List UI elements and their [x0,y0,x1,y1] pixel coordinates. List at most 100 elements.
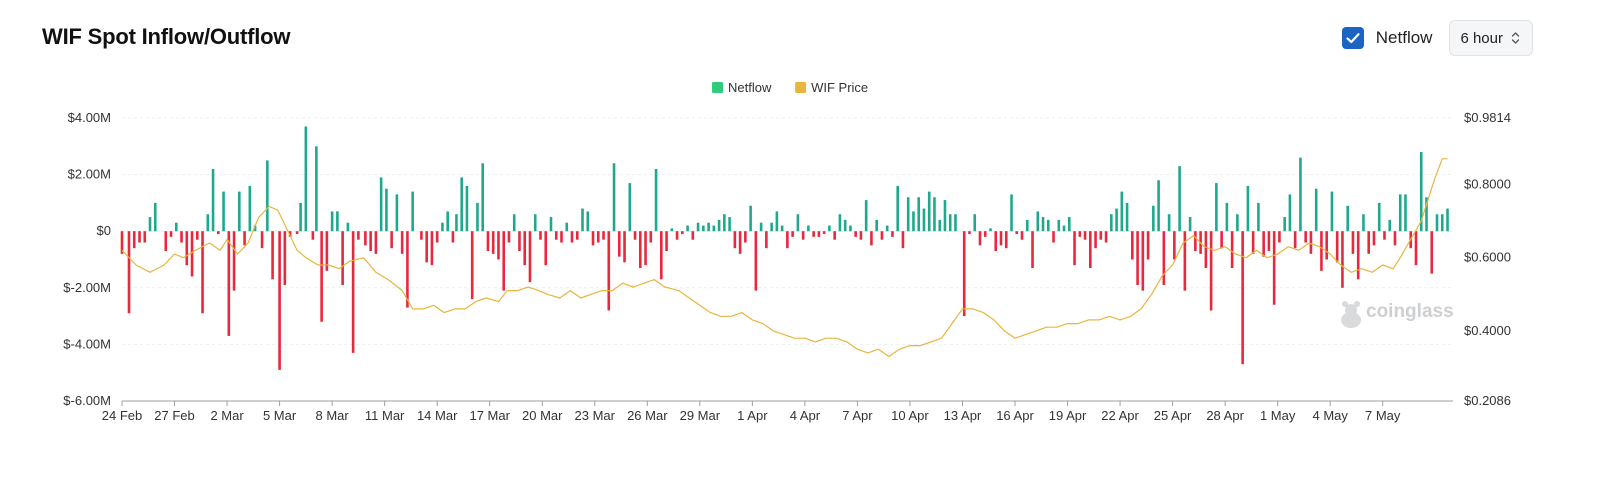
outflow-bar [1341,231,1344,288]
outflow-bar [1383,231,1386,240]
inflow-bar [441,222,444,232]
outflow-bar [1131,231,1134,260]
inflow-bar [1419,151,1423,232]
outflow-bar [786,231,789,249]
outflow-bar [602,231,605,240]
outflow-bar [507,231,511,243]
x-tick-label: 19 Apr [1049,408,1087,423]
inflow-bar [917,197,921,232]
y-axis-left: $4.00M $2.00M $0 $-2.00M $-4.00M $-6.00M [63,110,111,408]
inflow-bar [304,126,308,232]
outflow-bar [880,231,884,240]
inflow-bar [849,225,852,232]
outflow-bar [539,231,542,240]
inflow-bar [1377,202,1381,232]
inflow-bar [807,225,810,232]
outflow-bar [607,231,611,311]
x-tick-label: 10 Apr [891,408,929,423]
outflow-bar [400,231,404,254]
outflow-bar [1267,231,1271,252]
outflow-bar [1309,231,1313,254]
x-tick-label: 25 Apr [1154,408,1192,423]
outflow-bar [143,231,147,243]
price-line [121,158,1448,358]
outflow-bar [169,231,173,237]
outflow-bar [528,231,532,283]
outflow-bar [560,231,563,243]
inflow-bar [712,225,716,232]
outflow-bar [243,231,246,246]
inflow-bar [1041,217,1045,232]
inflow-bar [330,211,334,232]
inflow-bar [1110,214,1113,232]
outflow-bar [644,231,647,266]
inflow-bar [238,191,241,232]
inflow-bar [759,222,763,232]
inflow-bar [717,219,721,232]
outflow-bar [994,231,998,252]
coinglass-logo-icon [1341,301,1361,328]
chart-controls: Netflow 6 hour [1341,20,1533,56]
inflow-bar [707,222,710,232]
inflow-bar [1283,217,1286,232]
inflow-bar [1425,197,1428,232]
inflow-bar [460,177,463,232]
outflow-bar [190,231,194,277]
outflow-bar [518,231,521,252]
inflow-bar [1257,202,1260,232]
checkbox-checked-icon[interactable] [1341,27,1364,49]
x-tick-label: 13 Apr [944,408,982,423]
interval-select[interactable]: 6 hour [1449,20,1533,56]
inflow-bar [954,214,957,232]
inflow-bar [1157,180,1160,232]
inflow-bar [780,225,784,232]
inflow-bar [1236,214,1239,232]
inflow-bar [896,185,899,232]
outflow-bar [1293,231,1297,249]
inflow-bar [1388,219,1392,232]
inflow-bar [1314,188,1318,232]
x-tick-label: 27 Feb [154,408,194,423]
interval-select-value: 6 hour [1460,29,1503,47]
outflow-bar [854,231,857,237]
watermark-text: coinglass [1366,301,1454,322]
outflow-bar [138,231,141,243]
outflow-bar [1020,231,1024,240]
netflow-bars [120,126,1449,370]
outflow-bar [320,231,323,322]
outflow-bar [295,231,299,235]
netflow-toggle[interactable]: Netflow [1341,27,1432,49]
outflow-bar [127,231,131,314]
outflow-bar [278,231,281,370]
inflow-bar [922,208,926,232]
inflow-bar [1120,191,1124,232]
inflow-bar [1446,208,1449,232]
outflow-bar [1104,231,1108,243]
y-right-tick-label: $0.2086 [1464,393,1511,408]
outflow-bar [978,231,982,246]
inflow-bar [1215,183,1218,232]
x-tick-label: 26 Mar [627,408,668,423]
outflow-bar [288,231,292,237]
outflow-bar [357,231,360,240]
outflow-bar [1430,231,1434,274]
inflow-bar [299,202,302,232]
x-tick-label: 16 Apr [996,408,1034,423]
outflow-bar [486,231,490,252]
outflow-bar [999,231,1003,246]
inflow-bar [1125,202,1129,232]
inflow-bar [770,222,773,232]
inflow-bar [248,185,252,232]
x-tick-label: 2 Mar [210,408,244,423]
outflow-bar [311,231,315,240]
inflow-bar [385,188,388,232]
y-axis-right: $0.9814 $0.8000 $0.6000 $0.4000 $0.2086 [1464,110,1511,408]
inflow-bar [1057,219,1061,232]
outflow-bar [691,231,695,240]
inflow-bar [1025,219,1029,232]
coinglass-watermark: coinglass [1341,301,1454,328]
outflow-bar [822,231,826,235]
outflow-bar [271,231,274,280]
inflow-bar [222,191,225,232]
x-tick-label: 23 Mar [575,408,616,423]
